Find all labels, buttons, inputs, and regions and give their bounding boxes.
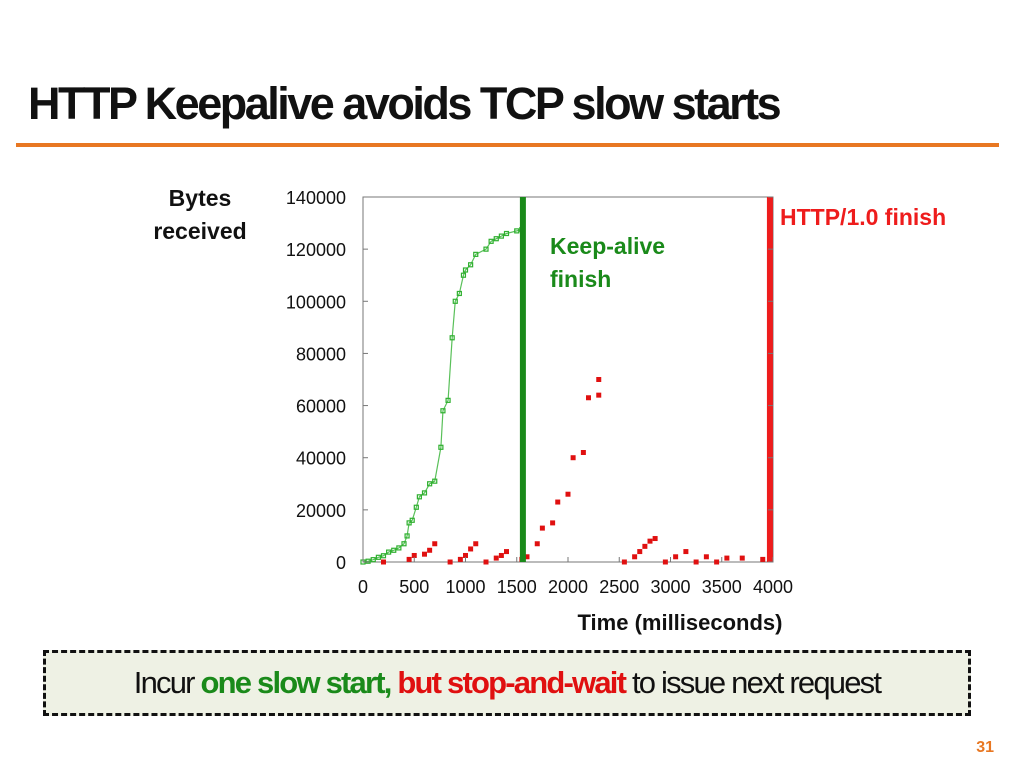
http10-data-point	[693, 559, 699, 565]
http10-data-point	[381, 559, 386, 565]
x-tick-label: 3000	[650, 577, 690, 597]
http10-data-point	[406, 556, 412, 562]
x-tick-label: 0	[358, 577, 368, 597]
http10-data-point	[493, 555, 499, 561]
http10-data-point	[647, 538, 653, 544]
keepalive-series-line	[362, 229, 523, 563]
keepalive-data-point	[488, 238, 494, 244]
http10-data-point	[463, 552, 468, 558]
http10-finish-label: HTTP/1.0 finish	[780, 204, 946, 230]
keepalive-finish-label-line1: Keep-alive	[550, 233, 665, 259]
keepalive-data-point	[498, 233, 504, 239]
http10-data-point	[724, 555, 730, 561]
http10-data-point	[504, 549, 509, 555]
http10-data-point	[468, 546, 474, 552]
keepalive-data-point	[483, 246, 489, 252]
y-tick-label: 60000	[296, 397, 346, 417]
http10-data-point	[642, 543, 648, 549]
x-tick-label: 2000	[548, 577, 588, 597]
x-tick-label: 1500	[497, 577, 537, 597]
http10-data-point	[760, 556, 766, 562]
http10-data-point	[550, 520, 556, 526]
page-number: 31	[976, 739, 994, 756]
keepalive-data-point	[493, 236, 499, 242]
keepalive-data-point	[396, 545, 402, 551]
http10-data-point	[632, 554, 638, 560]
callout-text-one-slow-start: one slow start,	[200, 665, 393, 700]
y-axis-label-line1: Bytes	[169, 185, 232, 211]
http10-data-point	[683, 549, 689, 555]
keepalive-data-point	[473, 251, 479, 257]
http10-data-point	[457, 556, 463, 562]
http10-data-point	[411, 552, 417, 558]
http10-data-point	[580, 450, 586, 455]
http10-data-point	[596, 377, 602, 382]
x-axis-label: Time (milliseconds)	[578, 610, 783, 635]
http10-data-point	[432, 541, 438, 547]
http10-data-point	[637, 549, 643, 555]
y-axis-label-line2: received	[153, 218, 246, 244]
http10-data-point	[539, 525, 545, 531]
keepalive-data-point	[427, 481, 433, 487]
y-tick-label: 140000	[286, 188, 346, 208]
http10-data-point	[498, 552, 504, 558]
x-tick-label: 1000	[445, 577, 485, 597]
callout-text-incur: Incur	[133, 665, 196, 700]
callout-text-issue-request: to issue next request	[631, 665, 882, 700]
y-tick-label: 20000	[296, 501, 346, 521]
http10-data-point	[565, 491, 571, 497]
http10-data-point	[652, 536, 658, 542]
keepalive-data-point	[391, 547, 397, 553]
http10-data-point	[570, 455, 576, 461]
http10-data-point	[662, 559, 668, 565]
http10-data-point	[534, 541, 540, 547]
title-divider	[16, 143, 999, 147]
http10-data-point	[447, 559, 453, 565]
http10-data-point	[473, 541, 479, 547]
keepalive-data-point	[401, 541, 407, 547]
y-tick-label: 0	[336, 553, 346, 573]
http10-data-point	[703, 554, 709, 560]
http10-data-point	[714, 559, 720, 565]
http10-data-point	[483, 559, 489, 565]
x-tick-label: 3500	[702, 577, 742, 597]
http10-data-point	[586, 395, 591, 401]
http10-data-point	[673, 554, 679, 560]
callout-box: Incur one slow start, but stop-and-wait …	[43, 650, 971, 716]
y-tick-label: 100000	[286, 292, 346, 312]
keepalive-data-point	[421, 490, 428, 496]
x-tick-label: 2500	[599, 577, 639, 597]
keepalive-data-point	[409, 517, 415, 523]
x-tick-label: 4000	[753, 577, 793, 597]
y-tick-label: 40000	[296, 449, 346, 469]
http10-data-point	[555, 499, 561, 505]
http10-data-point	[422, 551, 427, 557]
callout-text-stop-and-wait: but stop-and-wait	[397, 665, 627, 700]
slide-title: HTTP Keepalive avoids TCP slow starts	[28, 78, 782, 129]
http10-data-point	[621, 559, 627, 565]
http10-data-point	[739, 555, 745, 561]
http10-data-point	[427, 547, 433, 553]
keepalive-data-point	[468, 262, 474, 268]
http10-data-point	[596, 392, 602, 398]
y-tick-label: 80000	[296, 344, 346, 364]
keepalive-data-point	[462, 267, 469, 273]
keepalive-finish-label-line2: finish	[550, 266, 611, 292]
keepalive-data-point	[386, 549, 392, 555]
x-tick-label: 500	[399, 577, 429, 597]
y-tick-label: 120000	[286, 240, 346, 260]
